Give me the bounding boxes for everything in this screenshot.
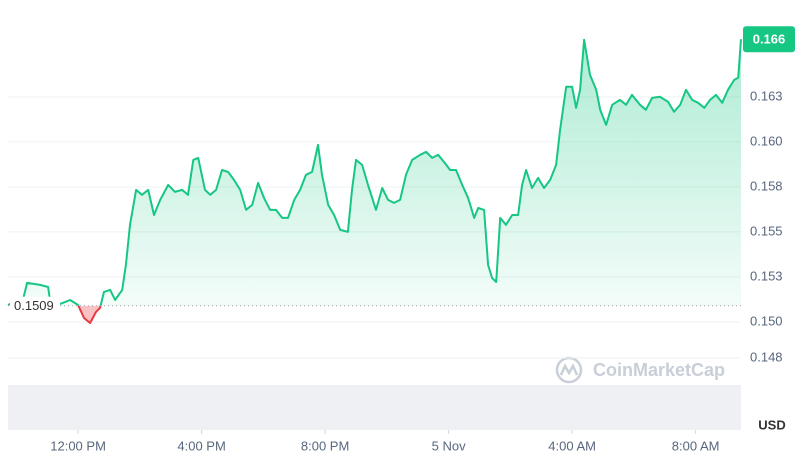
y-tick-label: 0.150 — [750, 313, 783, 328]
baseline-label: 0.1509 — [14, 298, 54, 313]
x-tick-label: 4:00 AM — [548, 438, 596, 453]
x-tick-label: 8:00 AM — [672, 438, 720, 453]
price-line — [7, 38, 742, 306]
x-tick-label: 12:00 PM — [50, 438, 106, 453]
x-tick-label: 5 Nov — [432, 438, 466, 453]
volume-area — [8, 385, 741, 430]
area-positive — [8, 39, 741, 306]
watermark: CoinMarketCap — [593, 360, 725, 380]
x-tick-label: 4:00 PM — [177, 438, 225, 453]
watermark-logo — [555, 356, 583, 384]
baseline-label-bg — [10, 296, 60, 315]
y-tick-label: 0.155 — [750, 223, 783, 238]
y-tick-label: 0.163 — [750, 88, 783, 103]
area-negative — [8, 305, 741, 323]
currency-label: USD — [758, 417, 785, 432]
x-tick-label: 8:00 PM — [301, 438, 349, 453]
current-price-label: 0.166 — [753, 32, 786, 47]
y-tick-label: 0.160 — [750, 133, 783, 148]
y-tick-label: 0.158 — [750, 178, 783, 193]
y-tick-label: 0.153 — [750, 268, 783, 283]
current-price-tag — [743, 26, 795, 53]
y-tick-label: 0.148 — [750, 349, 783, 364]
